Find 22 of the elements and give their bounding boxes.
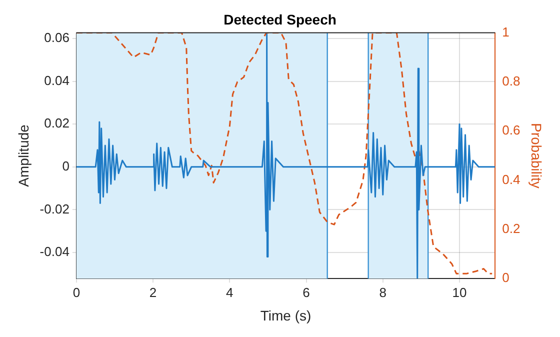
- chart-title: Detected Speech: [224, 11, 336, 28]
- y-axis-title: Amplitude: [15, 124, 32, 187]
- y2-tick-label: 0: [502, 270, 510, 286]
- y-tick-label: 0.04: [44, 72, 70, 88]
- y-tick-label: 0.06: [44, 30, 70, 46]
- y2-tick-label: 0.6: [502, 122, 520, 138]
- y-tick-label: 0.02: [44, 116, 70, 131]
- y2-tick-label: 0.4: [502, 172, 520, 187]
- y-tick-label: 0: [62, 158, 70, 174]
- x-tick-label: 2: [149, 284, 157, 300]
- y2-axis-title: Probability: [528, 123, 545, 188]
- x-axis-title: Time (s): [260, 307, 312, 324]
- y-tick-label: -0.04: [40, 244, 70, 260]
- x-tick-label: 6: [302, 284, 310, 300]
- x-tick-label: 4: [226, 284, 234, 300]
- x-tick-label: 10: [452, 284, 467, 300]
- x-tick-label: 8: [379, 284, 387, 300]
- x-tick-label: 0: [72, 284, 80, 300]
- y-tick-label: -0.02: [40, 201, 70, 216]
- y2-tick-label: 0.2: [502, 221, 520, 236]
- y2-tick-label: 1: [502, 24, 510, 40]
- y2-tick-label: 0.8: [502, 74, 520, 89]
